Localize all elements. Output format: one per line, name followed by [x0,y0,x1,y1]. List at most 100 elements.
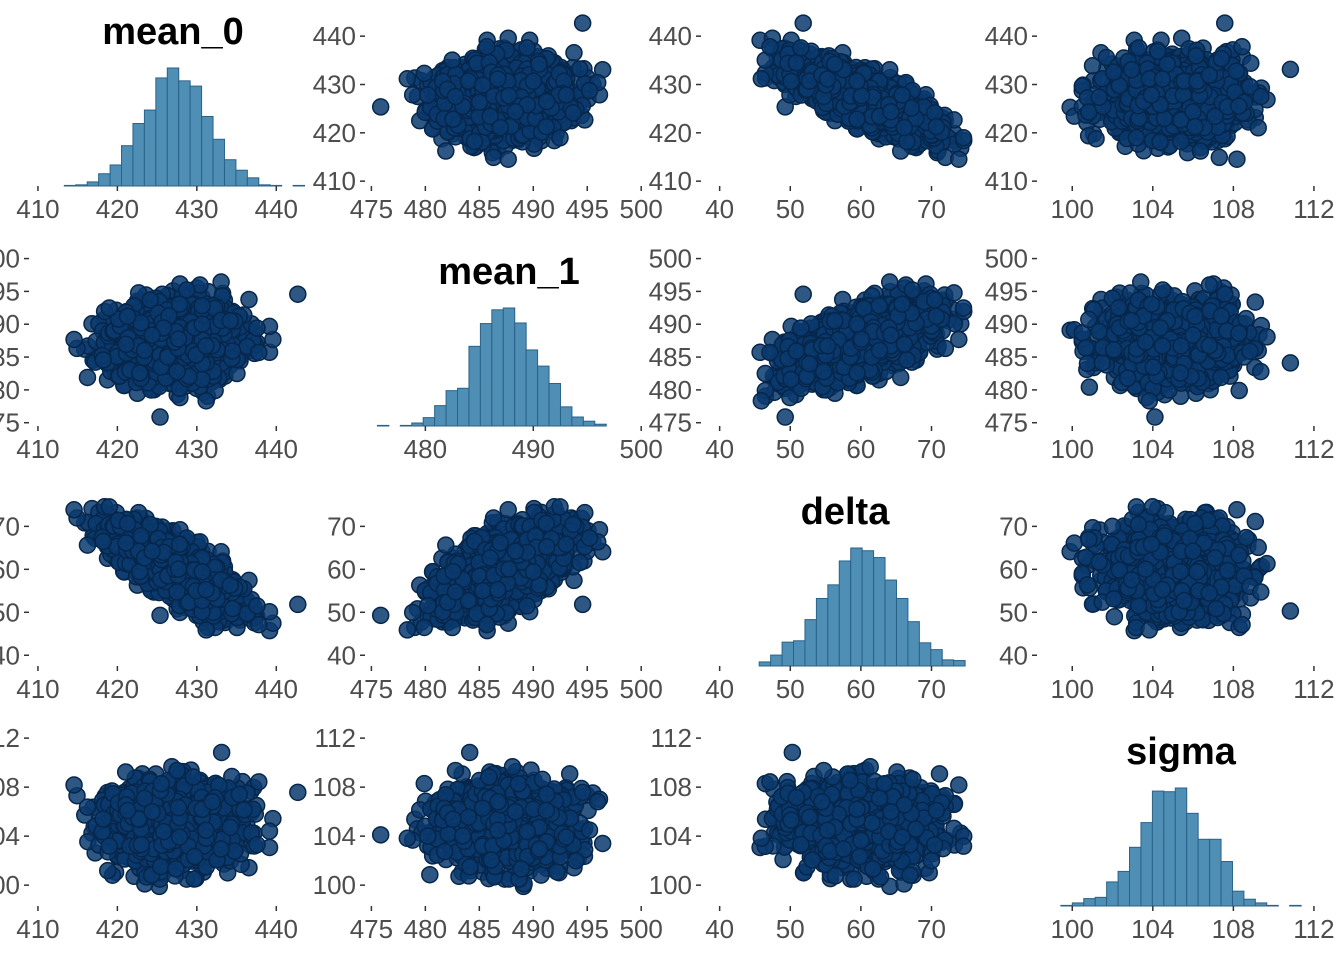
scatter-point [373,99,389,115]
scatter-point [444,52,460,68]
y-tick-label-mean_0: 410 [985,166,1028,196]
scatter-point [1143,87,1159,103]
scatter-point [566,45,582,61]
x-tick-label-mean_1: 500 [620,194,663,224]
x-tick-label-delta: 40 [705,194,734,224]
scatter-point [1201,67,1217,83]
y-tick-label-mean_0: 420 [649,118,692,148]
scatter-point [565,105,581,121]
scatter-point [1228,63,1244,79]
scatter-point [819,71,835,87]
x-tick-label-mean_1: 475 [350,194,393,224]
scatter-point [1131,40,1147,56]
scatter-point [538,119,554,135]
y-tick-label-mean_0: 410 [313,166,356,196]
x-tick-label-sigma: 108 [1212,194,1255,224]
scatter-point [507,104,523,120]
x-tick-label-delta: 50 [776,194,805,224]
x-tick-label-sigma: 100 [1051,194,1094,224]
hist-bar-mean_0 [156,78,167,186]
hist-bar-mean_0 [99,174,110,186]
scatter-point [1234,39,1250,55]
scatter-point [575,15,591,31]
hist-bar-mean_0 [167,68,178,186]
hist-bar-mean_0 [236,170,247,186]
scatter-point [1253,88,1269,104]
x-tick-label-sigma: 104 [1131,194,1174,224]
hist-bar-mean_0 [122,146,133,186]
scatter-point [896,120,912,136]
scatter-point [1217,15,1233,31]
scatter-point [849,73,865,89]
scatter-point [447,88,463,104]
scatter-point [793,40,809,56]
scatter-point [762,39,778,55]
scatter-point [1250,120,1266,136]
x-tick-label-mean_0: 430 [175,194,218,224]
scatter-point [399,71,415,87]
scatter-point [1154,71,1170,87]
scatter-point [471,94,487,110]
x-tick-label-delta: 60 [846,194,875,224]
hist-bar-mean_0 [213,139,224,186]
x-tick-label-delta: 70 [917,194,946,224]
scatter-point [486,149,502,165]
scatter-point [1187,119,1203,135]
x-tick-label-mean_1: 485 [458,194,501,224]
scatter-point [827,56,843,72]
hist-bar-mean_0 [224,160,235,186]
scatter-point [788,55,804,71]
hist-bar-mean_0 [110,165,121,186]
scatter-point [152,409,168,425]
hist-bar-mean_0 [87,182,98,186]
scatter-point [1282,61,1298,77]
x-tick-label-mean_1: 495 [566,194,609,224]
scatter-point [894,87,910,103]
scatter-point [405,87,421,103]
hist-bar-mean_0 [247,178,258,186]
scatter-point [1152,134,1168,150]
scatter-point [1213,51,1229,67]
hist-bar-mean_0 [293,185,304,186]
scatter-point [572,61,588,77]
scatter-point [416,65,432,81]
scatter-point [928,119,944,135]
hist-bar-mean_0 [133,123,144,186]
scatter-point [490,71,506,87]
scatter-point [525,73,541,89]
scatter-point [1091,89,1107,105]
hist-bar-mean_0 [259,185,270,186]
scatter-point [849,111,865,127]
x-tick-label-sigma: 112 [1293,194,1334,224]
scatter-point [445,111,461,127]
scatter-point [1106,64,1122,80]
scatter-point [466,133,482,149]
scatter-point [539,93,555,109]
scatter-point [500,151,516,167]
scatter-point [1192,143,1208,159]
scatter-point [1159,56,1175,72]
hist-bar-mean_0 [270,185,281,186]
scatter-point [1211,149,1227,165]
y-tick-label-mean_0: 430 [313,70,356,100]
scatter-point [1231,98,1247,114]
scatter-point [581,83,597,99]
scatter-point [241,291,257,307]
scatter-point [1185,104,1201,120]
scatter-point [753,71,769,87]
hist-bar-mean_0 [179,81,190,186]
x-tick-label-mean_1: 480 [404,194,447,224]
x-tick-label-mean_0: 420 [96,194,139,224]
scatter-point [795,15,811,31]
scatter-point [558,87,574,103]
scatter-point [438,143,454,159]
hist-bar-mean_0 [144,110,155,186]
scatter-point [492,120,508,136]
scatter-point [1124,62,1140,78]
scatter-point [1229,151,1245,167]
scatter-point [420,87,436,103]
